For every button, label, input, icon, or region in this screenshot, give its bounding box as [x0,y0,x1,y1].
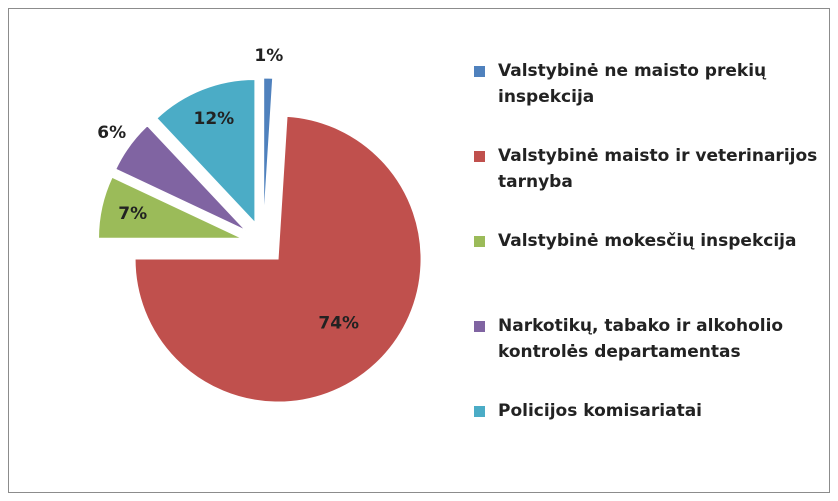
legend-label: Policijos komisariatai [498,401,703,421]
legend-item: Valstybinė ne maisto prekių inspekcija [470,58,818,143]
pie-slice [263,77,274,222]
legend-label: Valstybinė mokesčių inspekcija [498,231,797,251]
pie-slice [156,79,256,224]
legend-swatch [474,236,485,247]
pie-slice [98,176,242,239]
legend-swatch [474,321,485,332]
data-label: 12% [193,109,234,129]
legend: Valstybinė ne maisto prekių inspekcija Va… [470,58,830,483]
legend-item: Valstybinė mokesčių inspekcija [470,228,818,313]
legend-swatch [474,406,485,417]
data-label: 74% [318,314,359,334]
legend-item: Narkotikų, tabako ir alkoholio kontrolės… [470,313,818,398]
legend-label: Narkotikų, tabako ir alkoholio kontrolės… [498,316,784,362]
pie-slice [134,115,422,403]
legend-swatch [474,151,485,162]
legend-label: Valstybinė ne maisto prekių inspekcija [498,61,767,107]
legend-item: Valstybinė maisto ir veterinarijos tarny… [470,143,818,228]
data-label: 7% [118,204,147,224]
legend-label: Valstybinė maisto ir veterinarijos tarny… [498,146,818,192]
data-label: 6% [97,123,126,143]
legend-swatch [474,66,485,77]
pie-slice [115,125,246,231]
data-label: 1% [254,46,283,66]
legend-item: Policijos komisariatai [470,398,818,483]
